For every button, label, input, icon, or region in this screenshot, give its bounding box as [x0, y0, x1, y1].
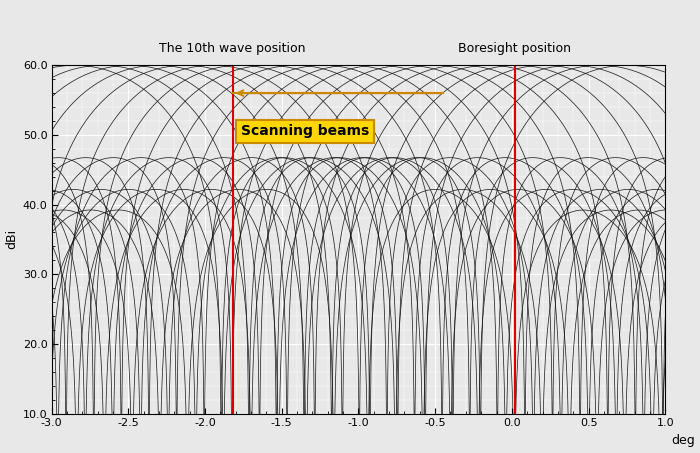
Text: deg: deg	[671, 434, 695, 448]
Text: The 10th wave position: The 10th wave position	[160, 42, 306, 55]
Text: Boresight position: Boresight position	[458, 42, 571, 55]
Y-axis label: dBi: dBi	[6, 229, 19, 250]
Text: Scanning beams: Scanning beams	[241, 125, 369, 139]
